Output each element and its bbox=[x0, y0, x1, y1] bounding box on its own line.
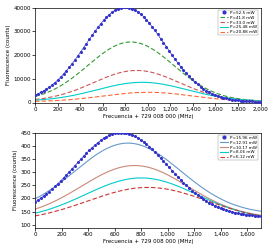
Y-axis label: Fluorescence (counts): Fluorescence (counts) bbox=[5, 25, 11, 85]
Legend: P=52.5 mW, P=41.8 mW, P=33.0 mW, P=25.48 mW, P=20.88 mW: P=52.5 mW, P=41.8 mW, P=33.0 mW, P=25.48… bbox=[218, 10, 258, 36]
X-axis label: Frecuencia + 729 008 000 (MHz): Frecuencia + 729 008 000 (MHz) bbox=[102, 240, 193, 244]
Y-axis label: Fluorescence (counts): Fluorescence (counts) bbox=[13, 150, 18, 210]
X-axis label: Frecuencia + 729 008 000 (MHz): Frecuencia + 729 008 000 (MHz) bbox=[102, 114, 193, 119]
Legend: P=15.96 mW, P=12.91 mW, P=10.17 mW, P=8.06 mW, P=6.12 mW: P=15.96 mW, P=12.91 mW, P=10.17 mW, P=8.… bbox=[218, 135, 258, 160]
